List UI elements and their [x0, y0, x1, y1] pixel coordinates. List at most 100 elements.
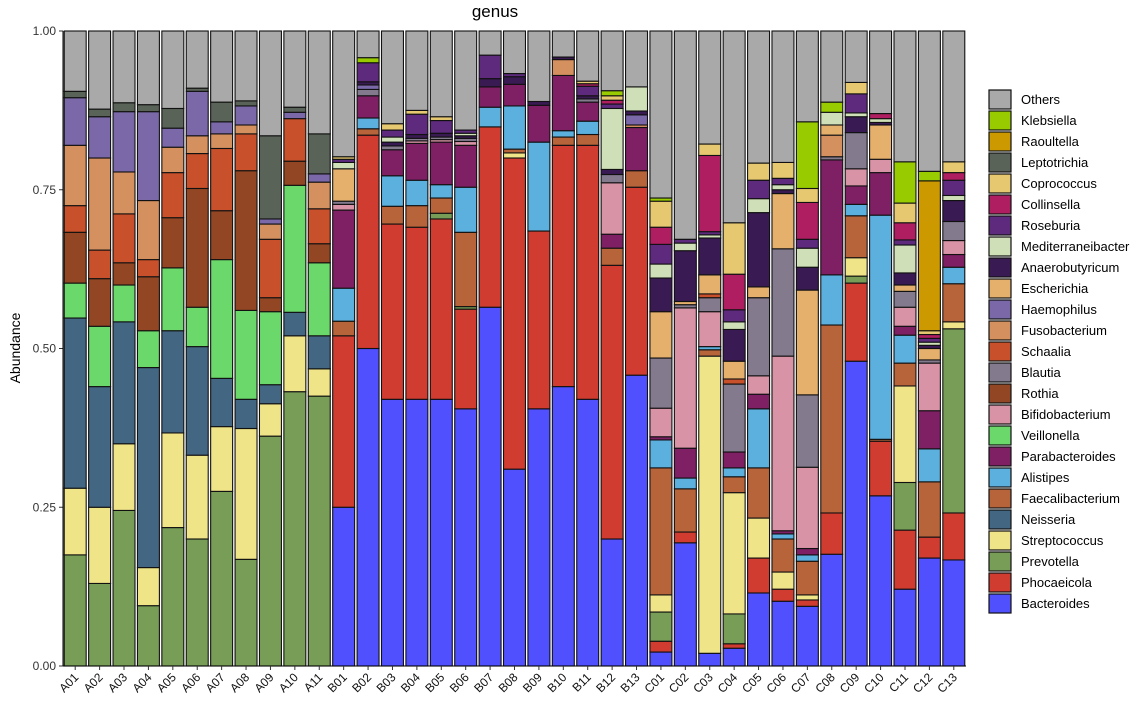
bar-segment-fusobacterium	[820, 134, 844, 158]
x-tick-label: C03	[690, 670, 716, 696]
bar-segment-alistipes	[478, 106, 502, 128]
legend: Others Klebsiella Raoultella Leptotrichia Co…	[988, 89, 1130, 614]
bar-segment-alistipes	[722, 467, 746, 478]
bar-segment-alistipes	[673, 477, 697, 490]
bar-segment-veillonella	[234, 309, 258, 400]
bar-A04	[136, 30, 160, 667]
x-tick-label: A05	[154, 670, 179, 695]
bar-segment-alistipes	[429, 184, 453, 199]
bar-segment-faecalibacterium	[551, 136, 575, 146]
bar-segment-others	[722, 30, 746, 224]
bar-segment-haemophilus	[258, 218, 282, 225]
bar-segment-veillonella	[88, 325, 112, 388]
x-tick-label: A09	[252, 670, 277, 695]
legend-label: Veillonella	[1021, 428, 1080, 443]
bar-segment-phocaeicola	[502, 157, 527, 470]
bar-segment-bacteroides	[600, 538, 624, 667]
bar-segment-collinsella	[942, 172, 966, 181]
legend-label: Escherichia	[1021, 281, 1089, 296]
bar-segment-roseburia	[917, 337, 941, 343]
bar-A01	[63, 30, 87, 667]
bar-segment-bifidobacterium	[942, 240, 966, 256]
bar-segment-roseburia	[747, 179, 771, 200]
bar-segment-alistipes	[820, 274, 844, 326]
legend-swatch	[988, 446, 1012, 467]
bar-segment-streptococcus	[63, 487, 87, 556]
bar-segment-bifidobacterium	[649, 407, 673, 438]
bar-segment-parabacteroides	[332, 209, 356, 289]
bar-segment-schaalia	[698, 293, 722, 299]
bar-segment-others	[161, 30, 185, 110]
chart-title: genus	[472, 2, 518, 21]
legend-label: Neisseria	[1021, 512, 1076, 527]
bar-segment-schaalia	[88, 249, 112, 280]
bar-segment-others	[405, 30, 429, 111]
legend-label: Coprococcus	[1021, 176, 1097, 191]
bar-segment-fusobacterium	[112, 171, 136, 215]
bar-segment-prevotella	[258, 435, 282, 667]
bar-segment-anaerobutyricum	[771, 189, 795, 195]
legend-swatch	[988, 320, 1012, 341]
bar-segment-phocaeicola	[332, 335, 356, 508]
bar-segment-parabacteroides	[405, 142, 429, 181]
bar-segment-alistipes	[649, 439, 673, 469]
bar-segment-rothia	[136, 276, 160, 332]
bar-segment-phocaeicola	[405, 226, 429, 400]
bar-segment-leptotrichia	[307, 133, 331, 175]
legend-label: Anaerobutyricum	[1021, 260, 1119, 275]
bar-segment-anaerobutyricum	[478, 78, 502, 88]
bar-segment-anaerobutyricum	[527, 100, 551, 106]
bar-segment-anaerobutyricum	[673, 250, 697, 303]
bar-segment-coprococcus	[844, 81, 868, 95]
bar-segment-roseburia	[649, 243, 673, 265]
legend-item-collinsella: Collinsella	[988, 194, 1081, 215]
bar-segment-leptotrichia	[283, 106, 307, 113]
bar-segment-haemophilus	[283, 111, 307, 120]
legend-swatch	[988, 89, 1012, 110]
bar-segment-rothia	[63, 231, 87, 284]
bar-segment-faecalibacterium	[722, 476, 746, 494]
bar-segment-rothia	[258, 297, 282, 313]
bar-segment-others	[429, 30, 453, 118]
bar-segment-roseburia	[429, 119, 453, 134]
bar-B10	[551, 30, 575, 667]
bar-segment-veillonella	[258, 311, 282, 386]
bar-segment-rothia	[283, 160, 307, 186]
bar-segment-neisseria	[210, 377, 234, 428]
bar-segment-mediterraneibacter	[673, 242, 697, 252]
bar-segment-others	[234, 30, 258, 102]
bar-segment-bacteroides	[332, 506, 356, 667]
bar-segment-others	[112, 30, 136, 104]
legend-swatch	[988, 404, 1012, 425]
bar-segment-leptotrichia	[161, 107, 185, 129]
bar-segment-mediterraneibacter	[795, 247, 819, 268]
bar-segment-schaalia	[722, 378, 746, 385]
legend-item-bifidobacterium: Bifidobacterium	[988, 404, 1111, 425]
bar-segment-mediterraneibacter	[942, 194, 966, 202]
legend-swatch	[988, 278, 1012, 299]
bar-segment-blautia	[698, 297, 722, 313]
bar-segment-mediterraneibacter	[869, 118, 893, 123]
x-tick-label: A07	[203, 670, 228, 695]
x-tick-label: B12	[593, 670, 618, 695]
bar-segment-faecalibacterium	[893, 362, 917, 387]
bar-segment-veillonella	[210, 259, 234, 379]
bar-segment-coprococcus	[649, 200, 673, 228]
bar-segment-parabacteroides	[820, 159, 844, 276]
bar-segment-blautia	[649, 357, 673, 409]
x-tick-label: C04	[715, 670, 741, 696]
bar-segment-faecalibacterium	[942, 283, 966, 323]
bar-segment-roseburia	[942, 179, 966, 197]
bar-segment-streptococcus	[502, 152, 527, 159]
legend-swatch	[988, 236, 1012, 257]
bar-segment-parabacteroides	[502, 83, 527, 107]
bar-segment-phocaeicola	[917, 536, 941, 559]
bar-C02	[673, 30, 697, 667]
bar-segment-others	[820, 30, 844, 103]
x-tick-label: C07	[788, 670, 814, 696]
bar-segment-alistipes	[795, 554, 819, 562]
legend-label: Parabacteroides	[1021, 449, 1116, 464]
bar-segment-alistipes	[576, 120, 600, 136]
bar-segment-faecalibacterium	[747, 467, 771, 519]
bar-segment-prevotella	[63, 554, 87, 667]
